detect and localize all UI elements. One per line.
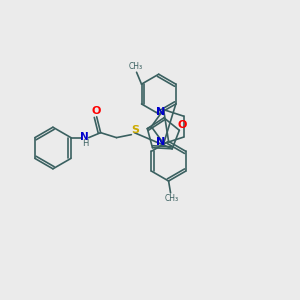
Text: O: O [91,106,100,116]
Text: O: O [178,120,187,130]
Text: CH₃: CH₃ [128,62,142,71]
Text: N: N [156,136,165,147]
Text: N: N [80,132,89,142]
Text: CH₃: CH₃ [164,194,178,203]
Text: H: H [82,139,89,148]
Text: N: N [156,106,165,117]
Text: S: S [131,125,139,135]
